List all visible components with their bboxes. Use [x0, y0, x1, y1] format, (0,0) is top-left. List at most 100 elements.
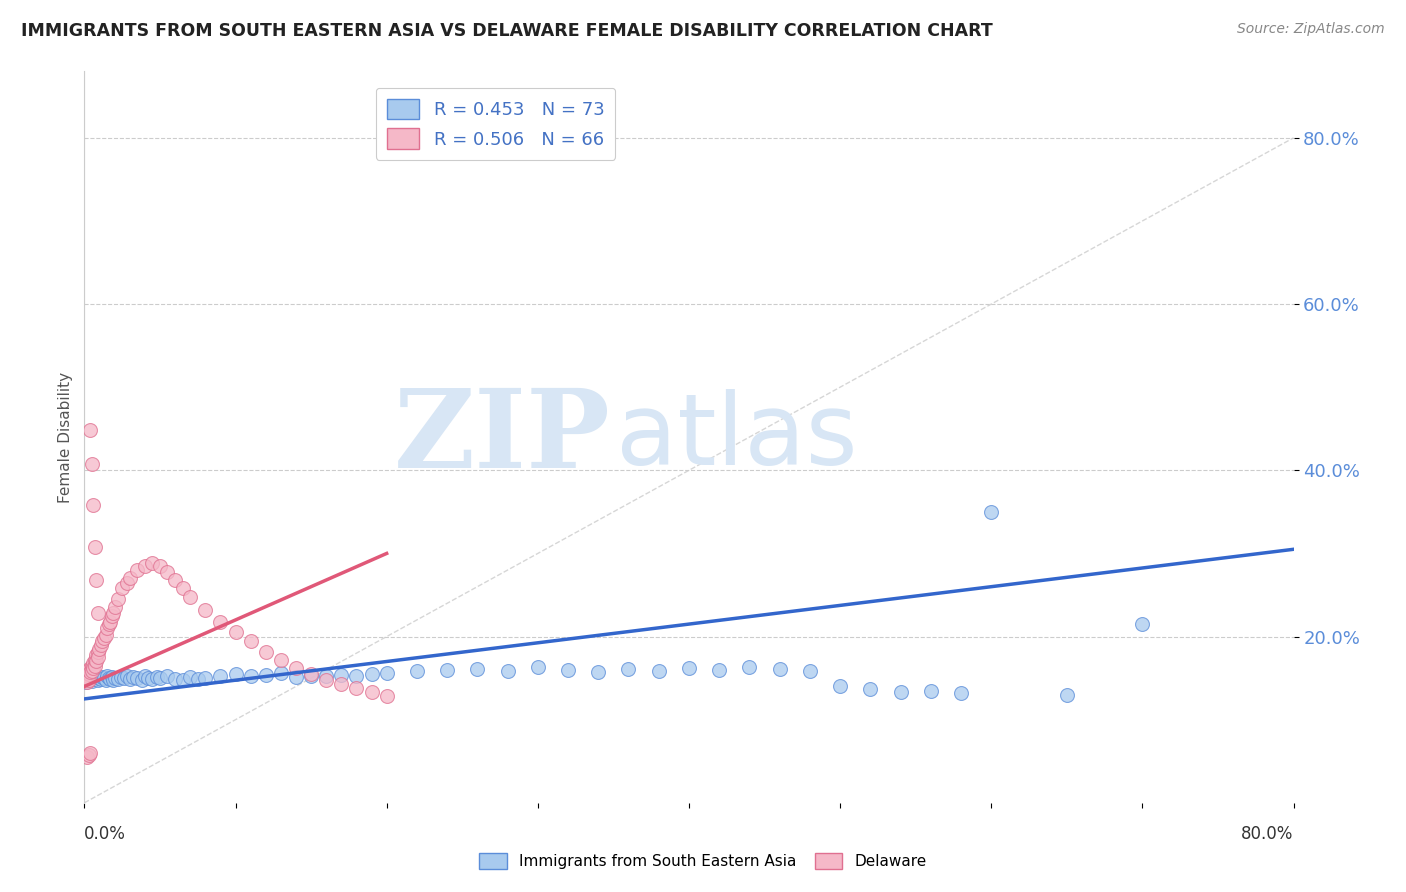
Point — [82, 656, 104, 670]
Point — [101, 673, 124, 687]
Point — [87, 644, 110, 658]
Point — [285, 661, 308, 675]
Point — [496, 664, 519, 678]
Point — [77, 747, 100, 762]
Legend: Immigrants from South Eastern Asia, Delaware: Immigrants from South Eastern Asia, Dela… — [474, 847, 932, 875]
Point — [87, 673, 110, 687]
Point — [90, 638, 112, 652]
Point — [76, 750, 98, 764]
Point — [80, 665, 103, 679]
Point — [86, 670, 108, 684]
Text: Source: ZipAtlas.com: Source: ZipAtlas.com — [1237, 22, 1385, 37]
Point — [84, 658, 107, 673]
Point — [165, 573, 187, 587]
Text: 0.0%: 0.0% — [84, 825, 127, 843]
Point — [76, 669, 98, 683]
Point — [86, 573, 108, 587]
Point — [330, 677, 353, 691]
Point — [179, 590, 201, 604]
Point — [75, 675, 97, 690]
Point — [950, 686, 973, 700]
Point — [121, 670, 143, 684]
Point — [134, 669, 156, 683]
Point — [80, 673, 103, 688]
Point — [115, 575, 138, 590]
Point — [98, 672, 121, 686]
Point — [89, 671, 111, 685]
Point — [89, 642, 111, 657]
Point — [330, 667, 353, 681]
Point — [80, 457, 103, 471]
Point — [76, 675, 98, 690]
Point — [112, 671, 135, 685]
Point — [77, 673, 100, 687]
Point — [77, 667, 100, 681]
Point — [90, 672, 112, 686]
Point — [194, 671, 217, 685]
Point — [406, 665, 429, 679]
Point — [115, 669, 138, 683]
Point — [588, 665, 610, 680]
Point — [467, 662, 489, 676]
Point — [100, 608, 122, 623]
Point — [270, 666, 292, 681]
Point — [360, 667, 382, 681]
Point — [79, 665, 101, 680]
Point — [91, 633, 114, 648]
Point — [134, 558, 156, 573]
Point — [299, 668, 322, 682]
Point — [94, 628, 117, 642]
Point — [149, 671, 172, 685]
Point — [84, 672, 107, 686]
Point — [79, 661, 101, 675]
Point — [82, 661, 104, 675]
Point — [346, 668, 368, 682]
Point — [87, 607, 110, 621]
Point — [299, 667, 322, 681]
Point — [87, 650, 110, 665]
Point — [225, 625, 247, 640]
Point — [104, 600, 127, 615]
Point — [86, 648, 108, 662]
Point — [82, 668, 104, 682]
Point — [75, 673, 97, 687]
Point — [93, 632, 115, 646]
Point — [315, 673, 337, 687]
Point — [890, 685, 912, 699]
Point — [127, 563, 149, 577]
Point — [769, 662, 792, 676]
Point — [678, 661, 700, 675]
Point — [94, 673, 117, 687]
Point — [165, 672, 187, 686]
Point — [76, 665, 98, 679]
Point — [239, 633, 262, 648]
Point — [75, 667, 97, 681]
Point — [346, 681, 368, 695]
Point — [107, 672, 129, 686]
Point — [84, 540, 107, 554]
Point — [107, 592, 129, 607]
Point — [96, 621, 118, 635]
Point — [91, 670, 114, 684]
Point — [149, 558, 172, 573]
Point — [76, 671, 98, 685]
Point — [830, 680, 852, 694]
Point — [239, 668, 262, 682]
Point — [375, 666, 398, 681]
Point — [100, 670, 122, 684]
Point — [86, 655, 108, 669]
Text: IMMIGRANTS FROM SOUTH EASTERN ASIA VS DELAWARE FEMALE DISABILITY CORRELATION CHA: IMMIGRANTS FROM SOUTH EASTERN ASIA VS DE… — [21, 22, 993, 40]
Point — [194, 603, 217, 617]
Point — [920, 683, 942, 698]
Point — [648, 664, 671, 678]
Point — [80, 658, 103, 673]
Point — [315, 669, 337, 683]
Point — [97, 671, 120, 685]
Point — [527, 660, 550, 674]
Point — [79, 424, 101, 438]
Point — [141, 672, 163, 686]
Point — [97, 617, 120, 632]
Point — [172, 582, 194, 596]
Point — [131, 673, 153, 687]
Point — [270, 653, 292, 667]
